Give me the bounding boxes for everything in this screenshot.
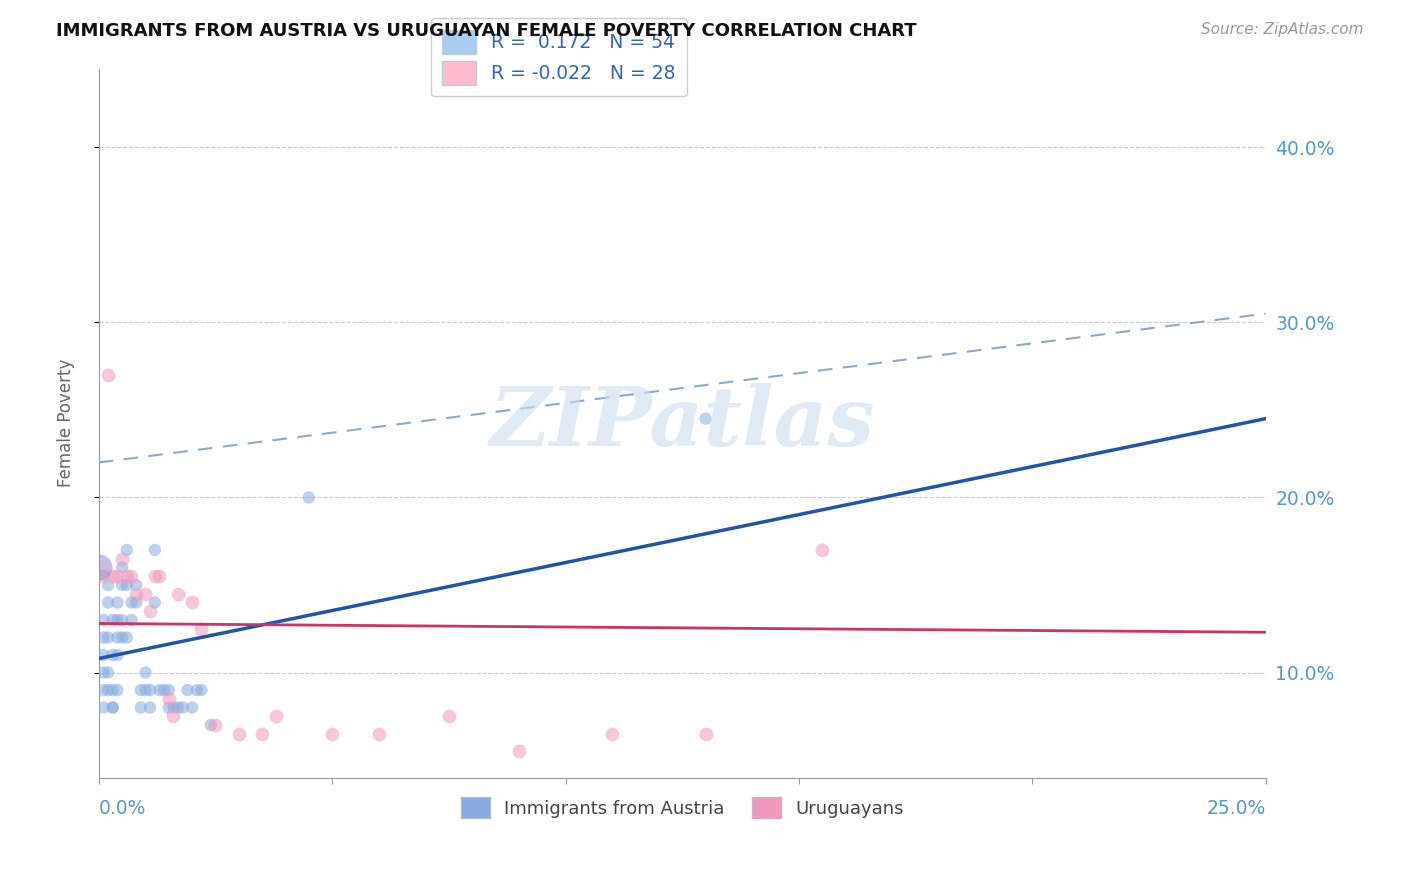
Point <box>121 595 143 609</box>
Point <box>186 683 208 698</box>
Point <box>190 683 212 698</box>
Point <box>143 543 166 558</box>
Point <box>125 595 148 609</box>
Point <box>97 368 120 382</box>
Point <box>125 578 148 592</box>
Point <box>811 543 834 558</box>
Point <box>107 631 129 645</box>
Point <box>367 727 389 741</box>
Point <box>139 683 162 698</box>
Point <box>695 727 717 741</box>
Point <box>107 683 129 698</box>
Point <box>111 551 134 566</box>
Point <box>101 683 124 698</box>
Point <box>111 631 134 645</box>
Point <box>121 613 143 627</box>
Point <box>134 587 156 601</box>
Point <box>508 744 530 758</box>
Point <box>93 569 115 583</box>
Point <box>172 700 194 714</box>
Text: IMMIGRANTS FROM AUSTRIA VS URUGUAYAN FEMALE POVERTY CORRELATION CHART: IMMIGRANTS FROM AUSTRIA VS URUGUAYAN FEM… <box>56 22 917 40</box>
Point <box>93 631 115 645</box>
Point <box>129 700 152 714</box>
Point <box>190 622 212 636</box>
Point <box>162 700 184 714</box>
Point <box>167 700 190 714</box>
Point <box>695 411 717 425</box>
Text: 25.0%: 25.0% <box>1206 798 1265 818</box>
Y-axis label: Female Poverty: Female Poverty <box>58 359 75 487</box>
Text: ZIPatlas: ZIPatlas <box>489 383 875 463</box>
Point <box>101 613 124 627</box>
Point <box>600 727 623 741</box>
Point <box>176 683 198 698</box>
Text: 0.0%: 0.0% <box>98 798 146 818</box>
Point <box>97 578 120 592</box>
Point <box>115 631 138 645</box>
Point <box>107 569 129 583</box>
Point <box>321 727 343 741</box>
Point <box>181 595 204 609</box>
Point <box>115 578 138 592</box>
Point <box>125 587 148 601</box>
Point <box>101 700 124 714</box>
Point <box>93 665 115 680</box>
Point <box>298 491 321 505</box>
Point <box>162 709 184 723</box>
Point <box>93 683 115 698</box>
Point <box>437 709 460 723</box>
Point <box>101 700 124 714</box>
Point <box>111 560 134 574</box>
Point <box>157 700 180 714</box>
Point <box>157 683 180 698</box>
Point <box>200 718 222 732</box>
Point <box>139 700 162 714</box>
Point <box>250 727 273 741</box>
Point <box>228 727 250 741</box>
Point <box>111 578 134 592</box>
Point <box>97 665 120 680</box>
Point <box>129 683 152 698</box>
Point <box>93 648 115 662</box>
Point <box>101 569 124 583</box>
Point <box>148 569 170 583</box>
Point <box>97 683 120 698</box>
Point <box>134 683 156 698</box>
Text: Source: ZipAtlas.com: Source: ZipAtlas.com <box>1201 22 1364 37</box>
Point <box>148 683 170 698</box>
Point <box>264 709 287 723</box>
Point <box>143 595 166 609</box>
Point <box>181 700 204 714</box>
Point <box>93 700 115 714</box>
Point <box>204 718 226 732</box>
Point <box>115 569 138 583</box>
Point <box>107 595 129 609</box>
Point <box>143 569 166 583</box>
Point <box>111 613 134 627</box>
Point <box>97 631 120 645</box>
Point <box>134 665 156 680</box>
Point <box>101 648 124 662</box>
Point <box>97 595 120 609</box>
Point <box>153 683 176 698</box>
Point <box>93 613 115 627</box>
Point <box>121 569 143 583</box>
Point <box>107 613 129 627</box>
Point <box>157 691 180 706</box>
Legend: Immigrants from Austria, Uruguayans: Immigrants from Austria, Uruguayans <box>454 790 911 825</box>
Point <box>139 604 162 618</box>
Point <box>107 648 129 662</box>
Point <box>167 587 190 601</box>
Point <box>87 560 110 574</box>
Point <box>115 543 138 558</box>
